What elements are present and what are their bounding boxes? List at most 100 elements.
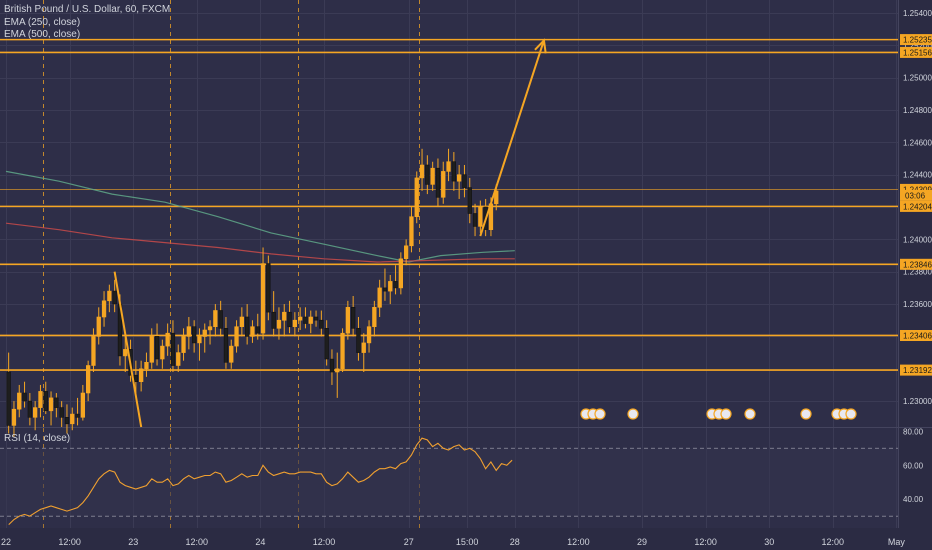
level-tag-bg	[900, 34, 932, 46]
moving-averages	[5, 170, 515, 263]
price-tick-label: 1.25200	[903, 41, 932, 50]
candle-body	[340, 332, 345, 370]
candle	[154, 323, 160, 366]
candle-body	[223, 327, 229, 363]
candle-body	[414, 177, 419, 217]
candle-body	[202, 329, 207, 337]
ema-500-legend: EMA (500, close)	[4, 29, 81, 40]
candle-body	[478, 206, 483, 227]
candles	[6, 148, 499, 437]
event-icon[interactable]	[720, 408, 732, 420]
event-icon[interactable]	[800, 408, 812, 420]
candle-body	[107, 290, 112, 302]
candle-body	[144, 361, 149, 370]
candle	[335, 352, 340, 398]
level-price-tag: 1.24204 03:06	[900, 189, 932, 212]
candle	[409, 207, 414, 253]
time-tick-label: 30	[764, 537, 774, 547]
candle-body	[462, 174, 467, 188]
candle-body	[80, 392, 86, 418]
time-tick-label: 27	[404, 537, 414, 547]
ema-250-line	[5, 170, 515, 263]
candle	[27, 393, 33, 426]
candle	[234, 320, 239, 353]
candle-body	[456, 174, 462, 182]
candle	[435, 158, 441, 208]
event-icon[interactable]	[744, 408, 756, 420]
candle	[64, 404, 70, 434]
candle	[86, 360, 91, 402]
candle	[276, 307, 282, 340]
event-icon[interactable]	[594, 408, 606, 420]
rsi-legend: RSI (14, close)	[4, 433, 71, 444]
candle	[149, 328, 154, 369]
candle-body	[403, 245, 409, 260]
level-tag-bg	[900, 200, 932, 212]
arrow-head	[534, 38, 547, 54]
price-pane-bg	[0, 0, 898, 427]
candle	[282, 304, 287, 337]
candle-body	[27, 400, 33, 418]
candle	[451, 152, 457, 191]
event-icon-circle	[800, 408, 812, 420]
trend-line	[479, 40, 545, 237]
candle	[350, 295, 356, 337]
candle	[133, 360, 139, 394]
candle	[22, 381, 27, 408]
economic-event-icons[interactable]	[580, 408, 857, 420]
candle-body	[22, 392, 27, 402]
horizontal-levels	[0, 38, 898, 371]
event-icon-circle	[744, 408, 756, 420]
candle-body	[356, 327, 361, 353]
candle-body	[234, 326, 239, 347]
candle-body	[229, 345, 234, 363]
candle	[425, 155, 430, 195]
candle-body	[335, 368, 340, 373]
candle-body	[292, 319, 298, 328]
price-tick-label: 1.24800	[903, 106, 932, 115]
candle	[250, 320, 255, 343]
candle	[324, 320, 329, 366]
candle-body	[239, 316, 245, 327]
candle-body	[48, 397, 54, 412]
candle	[356, 317, 361, 361]
candle-body	[451, 161, 457, 182]
candle	[38, 384, 43, 418]
candle-body	[75, 413, 80, 418]
time-tick-label: 15:00	[456, 537, 479, 547]
candle-body	[86, 365, 91, 394]
candle	[382, 268, 388, 301]
candle-body	[38, 391, 43, 408]
level-price-tag: 1.25235	[900, 34, 932, 46]
candle-body	[297, 316, 303, 321]
candle	[213, 304, 218, 337]
price-tick-label: 1.25000	[903, 74, 932, 83]
candle-body	[388, 281, 393, 292]
candle	[372, 300, 377, 337]
candle	[366, 320, 372, 353]
time-tick-label: 23	[128, 537, 138, 547]
candle-body	[6, 371, 11, 426]
candle	[54, 393, 59, 418]
candle-body	[398, 258, 404, 289]
event-icon[interactable]	[627, 408, 639, 420]
event-icon[interactable]	[845, 408, 857, 420]
price-tick-label: 1.23800	[903, 268, 932, 277]
rsi-pane	[0, 437, 898, 525]
candle-body	[361, 342, 366, 353]
candle	[170, 320, 176, 373]
trend-drawings[interactable]	[113, 38, 547, 428]
candle	[308, 310, 313, 334]
level-tag-label: 1.25156	[903, 48, 932, 57]
candle-body	[186, 326, 192, 337]
candle	[462, 164, 467, 198]
candle	[186, 317, 192, 350]
candle-body	[287, 311, 292, 328]
candle-body	[260, 263, 266, 334]
time-tick-label: 12:00	[822, 537, 845, 547]
candle-body	[91, 336, 96, 366]
time-tick-label: 12:00	[567, 537, 590, 547]
candle	[472, 203, 478, 237]
rsi-tick-label: 40.00	[903, 495, 924, 504]
